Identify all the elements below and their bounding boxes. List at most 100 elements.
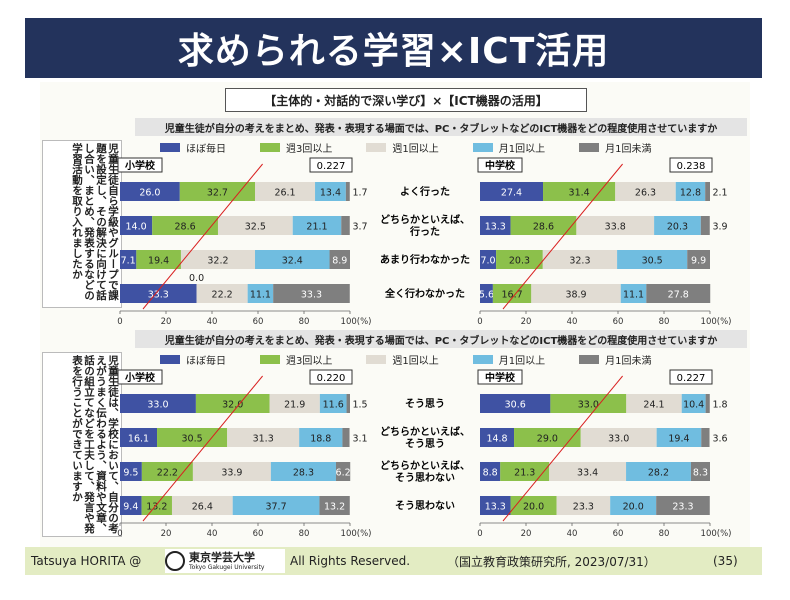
- data-label: 33.3: [301, 290, 322, 301]
- x-tick-label: 0: [477, 529, 482, 539]
- legend-swatch: [366, 142, 387, 152]
- bar-segment: [319, 394, 347, 413]
- bar-segment: [480, 182, 544, 201]
- bar-segment: [342, 428, 350, 447]
- data-label: 21.9: [284, 400, 305, 411]
- legend-item: 月1回未満: [579, 140, 652, 155]
- legend-item: 月1回未満: [579, 352, 652, 367]
- legend-item: 週3回以上: [260, 352, 333, 367]
- bar-segment: [180, 250, 256, 269]
- legend-label: 月1回以上: [498, 143, 546, 155]
- x-tick-label: 40: [207, 317, 218, 326]
- data-label: 32.0: [222, 400, 243, 411]
- data-label: 26.4: [192, 502, 213, 513]
- data-label: 26.0: [139, 188, 160, 199]
- x-tick-label: 20: [161, 529, 172, 539]
- bar-segment: [700, 216, 710, 235]
- data-label: 5.6: [479, 290, 494, 301]
- category-label: そう思う: [405, 438, 445, 450]
- legend-swatch: [260, 142, 280, 152]
- stacked-bar-chart: 小学校 0.227 26.0 32.7 26.1 13.4 1.7 14.0 28.6 32.5 2…: [117, 157, 731, 326]
- bar-segment: [227, 428, 300, 447]
- group-label: 小学校: [124, 159, 156, 172]
- bar-segment: [510, 216, 577, 235]
- x-tick-label: 60: [613, 317, 624, 326]
- bar-segment: [232, 496, 320, 515]
- footer-author: Tatsuya HORITA @: [31, 554, 142, 568]
- x-tick-label: 60: [253, 529, 264, 539]
- legend-item: 月1回以上: [472, 140, 546, 155]
- bar-segment: [171, 496, 233, 515]
- data-label: 11.1: [250, 290, 271, 301]
- x-tick-label: 80: [299, 317, 310, 326]
- data-label: 23.3: [672, 502, 693, 513]
- bar-segment: [273, 284, 350, 303]
- side-question-label: 児童生徒は、学校において、自分の考えがうまく伝わるよう、資料や文章、話の組立てな…: [42, 352, 122, 537]
- data-label: 13.2: [146, 502, 167, 513]
- bar-segment: [195, 394, 270, 413]
- bar-segment: [345, 182, 350, 201]
- logo-name: 東京学芸大学: [189, 550, 255, 564]
- data-label: 20.0: [623, 502, 644, 513]
- university-logo: 東京学芸大学 Tokyo Gakugei University: [165, 549, 285, 573]
- page-number: (35): [713, 554, 738, 568]
- data-label: 28.2: [648, 468, 669, 479]
- bar-segment: [549, 462, 627, 481]
- bar-segment: [141, 496, 172, 515]
- x-tick-label: 0: [117, 529, 122, 539]
- trend-line: [502, 375, 623, 522]
- data-label: 33.9: [221, 468, 242, 479]
- data-label: 33.0: [147, 400, 168, 411]
- correlation-coefficient: 0.227: [677, 373, 706, 384]
- group-label: 中学校: [485, 371, 516, 384]
- data-label: 12.8: [680, 188, 701, 199]
- bar-segment: [656, 496, 710, 515]
- legend-label: 週3回以上: [286, 355, 333, 367]
- stacked-bar-chart: 小学校 0.220 33.0 32.0 21.9 11.6 1.5 16.1 30.5 31.3 1…: [117, 369, 732, 539]
- coef-box: [309, 369, 353, 385]
- bar-segment: [675, 182, 706, 201]
- x-tick-label: 60: [253, 317, 264, 326]
- data-label: 3.9: [712, 222, 727, 233]
- bar-segment: [626, 394, 682, 413]
- data-label: 1.7: [352, 188, 367, 199]
- bar-segment: [615, 182, 676, 201]
- legend-swatch: [472, 354, 493, 364]
- data-label: 8.8: [483, 468, 498, 479]
- data-label: 1.8: [712, 400, 727, 411]
- bar-segment: [192, 462, 271, 481]
- bar-segment: [120, 394, 196, 413]
- data-label: 28.6: [533, 222, 554, 233]
- data-label: 11.1: [623, 290, 644, 301]
- bar-segment: [269, 394, 320, 413]
- data-label: 22.2: [157, 468, 178, 479]
- bar-segment: [617, 250, 688, 269]
- x-tick-label: 20: [521, 317, 532, 326]
- data-label: 18.8: [310, 434, 331, 445]
- data-label: 9.9: [691, 256, 706, 267]
- x-tick-label: 60: [613, 529, 624, 539]
- data-label: 31.4: [569, 188, 590, 199]
- coef-box: [309, 157, 353, 173]
- bar-segment: [480, 394, 551, 413]
- coef-box: [669, 157, 713, 173]
- legend-item: 週1回以上: [366, 140, 439, 155]
- bar-segment: [120, 496, 142, 515]
- title-bar: 求められる学習×ICT活用: [25, 18, 762, 78]
- category-label: そう思わない: [395, 472, 455, 484]
- data-label: 22.2: [212, 290, 233, 301]
- legend: ほぼ毎日 週3回以上 週1回以上 月1回以上 月1回未満: [160, 140, 740, 155]
- university-seal-icon: [165, 551, 185, 571]
- data-label: 33.0: [608, 434, 629, 445]
- bar-segment: [247, 284, 274, 303]
- x-tick-label: 100(%): [701, 529, 732, 539]
- data-label: 33.8: [605, 222, 626, 233]
- footer: Tatsuya HORITA @ 東京学芸大学 Tokyo Gakugei Un…: [25, 547, 762, 575]
- data-label: 14.0: [126, 222, 147, 233]
- bar-segment: [196, 284, 248, 303]
- question-banner: 児童生徒が自分の考えをまとめ、発表・表現する場面では、PC・タブレットなどのIC…: [135, 118, 747, 136]
- bar-segment: [576, 216, 655, 235]
- data-label: 30.6: [505, 400, 526, 411]
- bar-segment: [136, 250, 181, 269]
- data-label: 32.7: [207, 188, 228, 199]
